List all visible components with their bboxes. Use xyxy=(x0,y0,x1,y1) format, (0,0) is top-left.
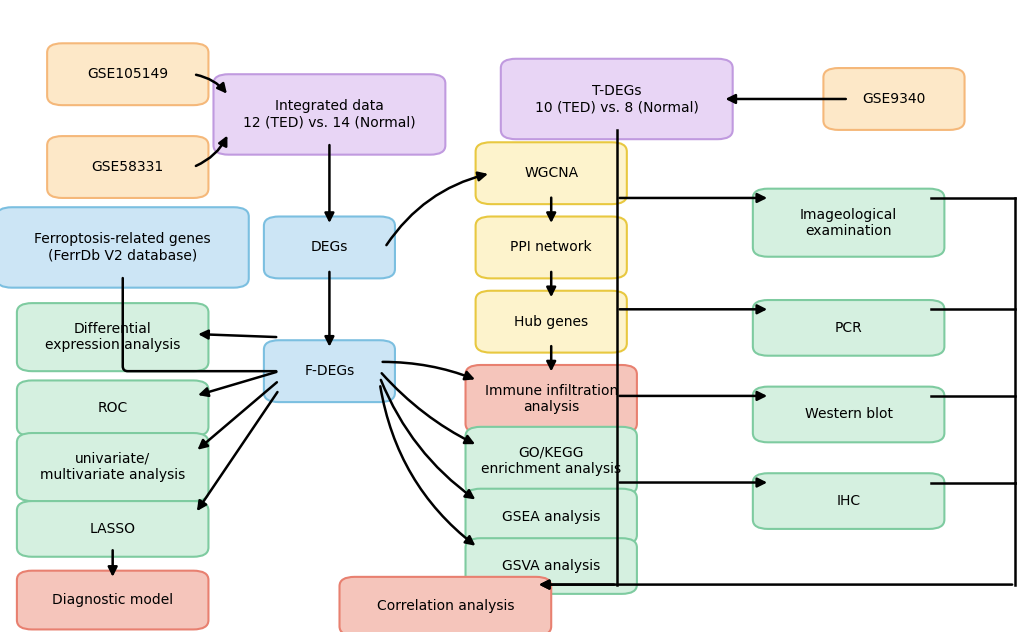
FancyBboxPatch shape xyxy=(0,207,249,288)
Text: Hub genes: Hub genes xyxy=(514,315,588,329)
Text: ROC: ROC xyxy=(98,401,127,415)
FancyBboxPatch shape xyxy=(465,538,636,594)
FancyBboxPatch shape xyxy=(475,291,627,353)
FancyBboxPatch shape xyxy=(213,74,445,155)
FancyBboxPatch shape xyxy=(17,433,208,501)
Text: Ferroptosis-related genes
(FerrDb V2 database): Ferroptosis-related genes (FerrDb V2 dat… xyxy=(35,233,211,262)
FancyBboxPatch shape xyxy=(475,142,627,204)
Text: univariate/
multivariate analysis: univariate/ multivariate analysis xyxy=(40,452,185,482)
Text: Differential
expression analysis: Differential expression analysis xyxy=(45,322,180,352)
FancyBboxPatch shape xyxy=(264,217,394,278)
FancyBboxPatch shape xyxy=(17,501,208,557)
Text: Immune infiltration
analysis: Immune infiltration analysis xyxy=(484,384,618,414)
FancyBboxPatch shape xyxy=(752,300,944,356)
Text: WGCNA: WGCNA xyxy=(524,166,578,180)
Text: T-DEGs
10 (TED) vs. 8 (Normal): T-DEGs 10 (TED) vs. 8 (Normal) xyxy=(534,84,698,114)
Text: Western blot: Western blot xyxy=(804,408,892,422)
Text: GSE9340: GSE9340 xyxy=(861,92,925,106)
FancyBboxPatch shape xyxy=(339,577,550,632)
Text: GSE58331: GSE58331 xyxy=(92,160,164,174)
Text: F-DEGs: F-DEGs xyxy=(304,364,355,378)
Text: DEGs: DEGs xyxy=(311,240,347,255)
Text: IHC: IHC xyxy=(836,494,860,508)
Text: GSE105149: GSE105149 xyxy=(88,67,168,82)
FancyBboxPatch shape xyxy=(465,489,636,544)
Text: GO/KEGG
enrichment analysis: GO/KEGG enrichment analysis xyxy=(481,446,621,476)
FancyBboxPatch shape xyxy=(752,387,944,442)
FancyBboxPatch shape xyxy=(47,136,208,198)
FancyBboxPatch shape xyxy=(752,473,944,529)
FancyBboxPatch shape xyxy=(17,380,208,436)
Text: Integrated data
12 (TED) vs. 14 (Normal): Integrated data 12 (TED) vs. 14 (Normal) xyxy=(243,99,416,130)
Text: GSEA analysis: GSEA analysis xyxy=(501,509,600,523)
FancyBboxPatch shape xyxy=(752,189,944,257)
FancyBboxPatch shape xyxy=(264,340,394,402)
FancyBboxPatch shape xyxy=(465,427,636,495)
FancyBboxPatch shape xyxy=(475,217,627,278)
FancyBboxPatch shape xyxy=(17,303,208,371)
Text: LASSO: LASSO xyxy=(90,522,136,536)
Text: Diagnostic model: Diagnostic model xyxy=(52,593,173,607)
FancyBboxPatch shape xyxy=(822,68,964,130)
Text: PCR: PCR xyxy=(834,321,862,335)
Text: Correlation analysis: Correlation analysis xyxy=(376,599,514,613)
FancyBboxPatch shape xyxy=(17,571,208,629)
Text: GSVA analysis: GSVA analysis xyxy=(501,559,600,573)
Text: Imageological
examination: Imageological examination xyxy=(799,207,897,238)
FancyBboxPatch shape xyxy=(47,44,208,105)
Text: PPI network: PPI network xyxy=(510,240,591,255)
FancyBboxPatch shape xyxy=(500,59,732,139)
FancyBboxPatch shape xyxy=(465,365,636,433)
